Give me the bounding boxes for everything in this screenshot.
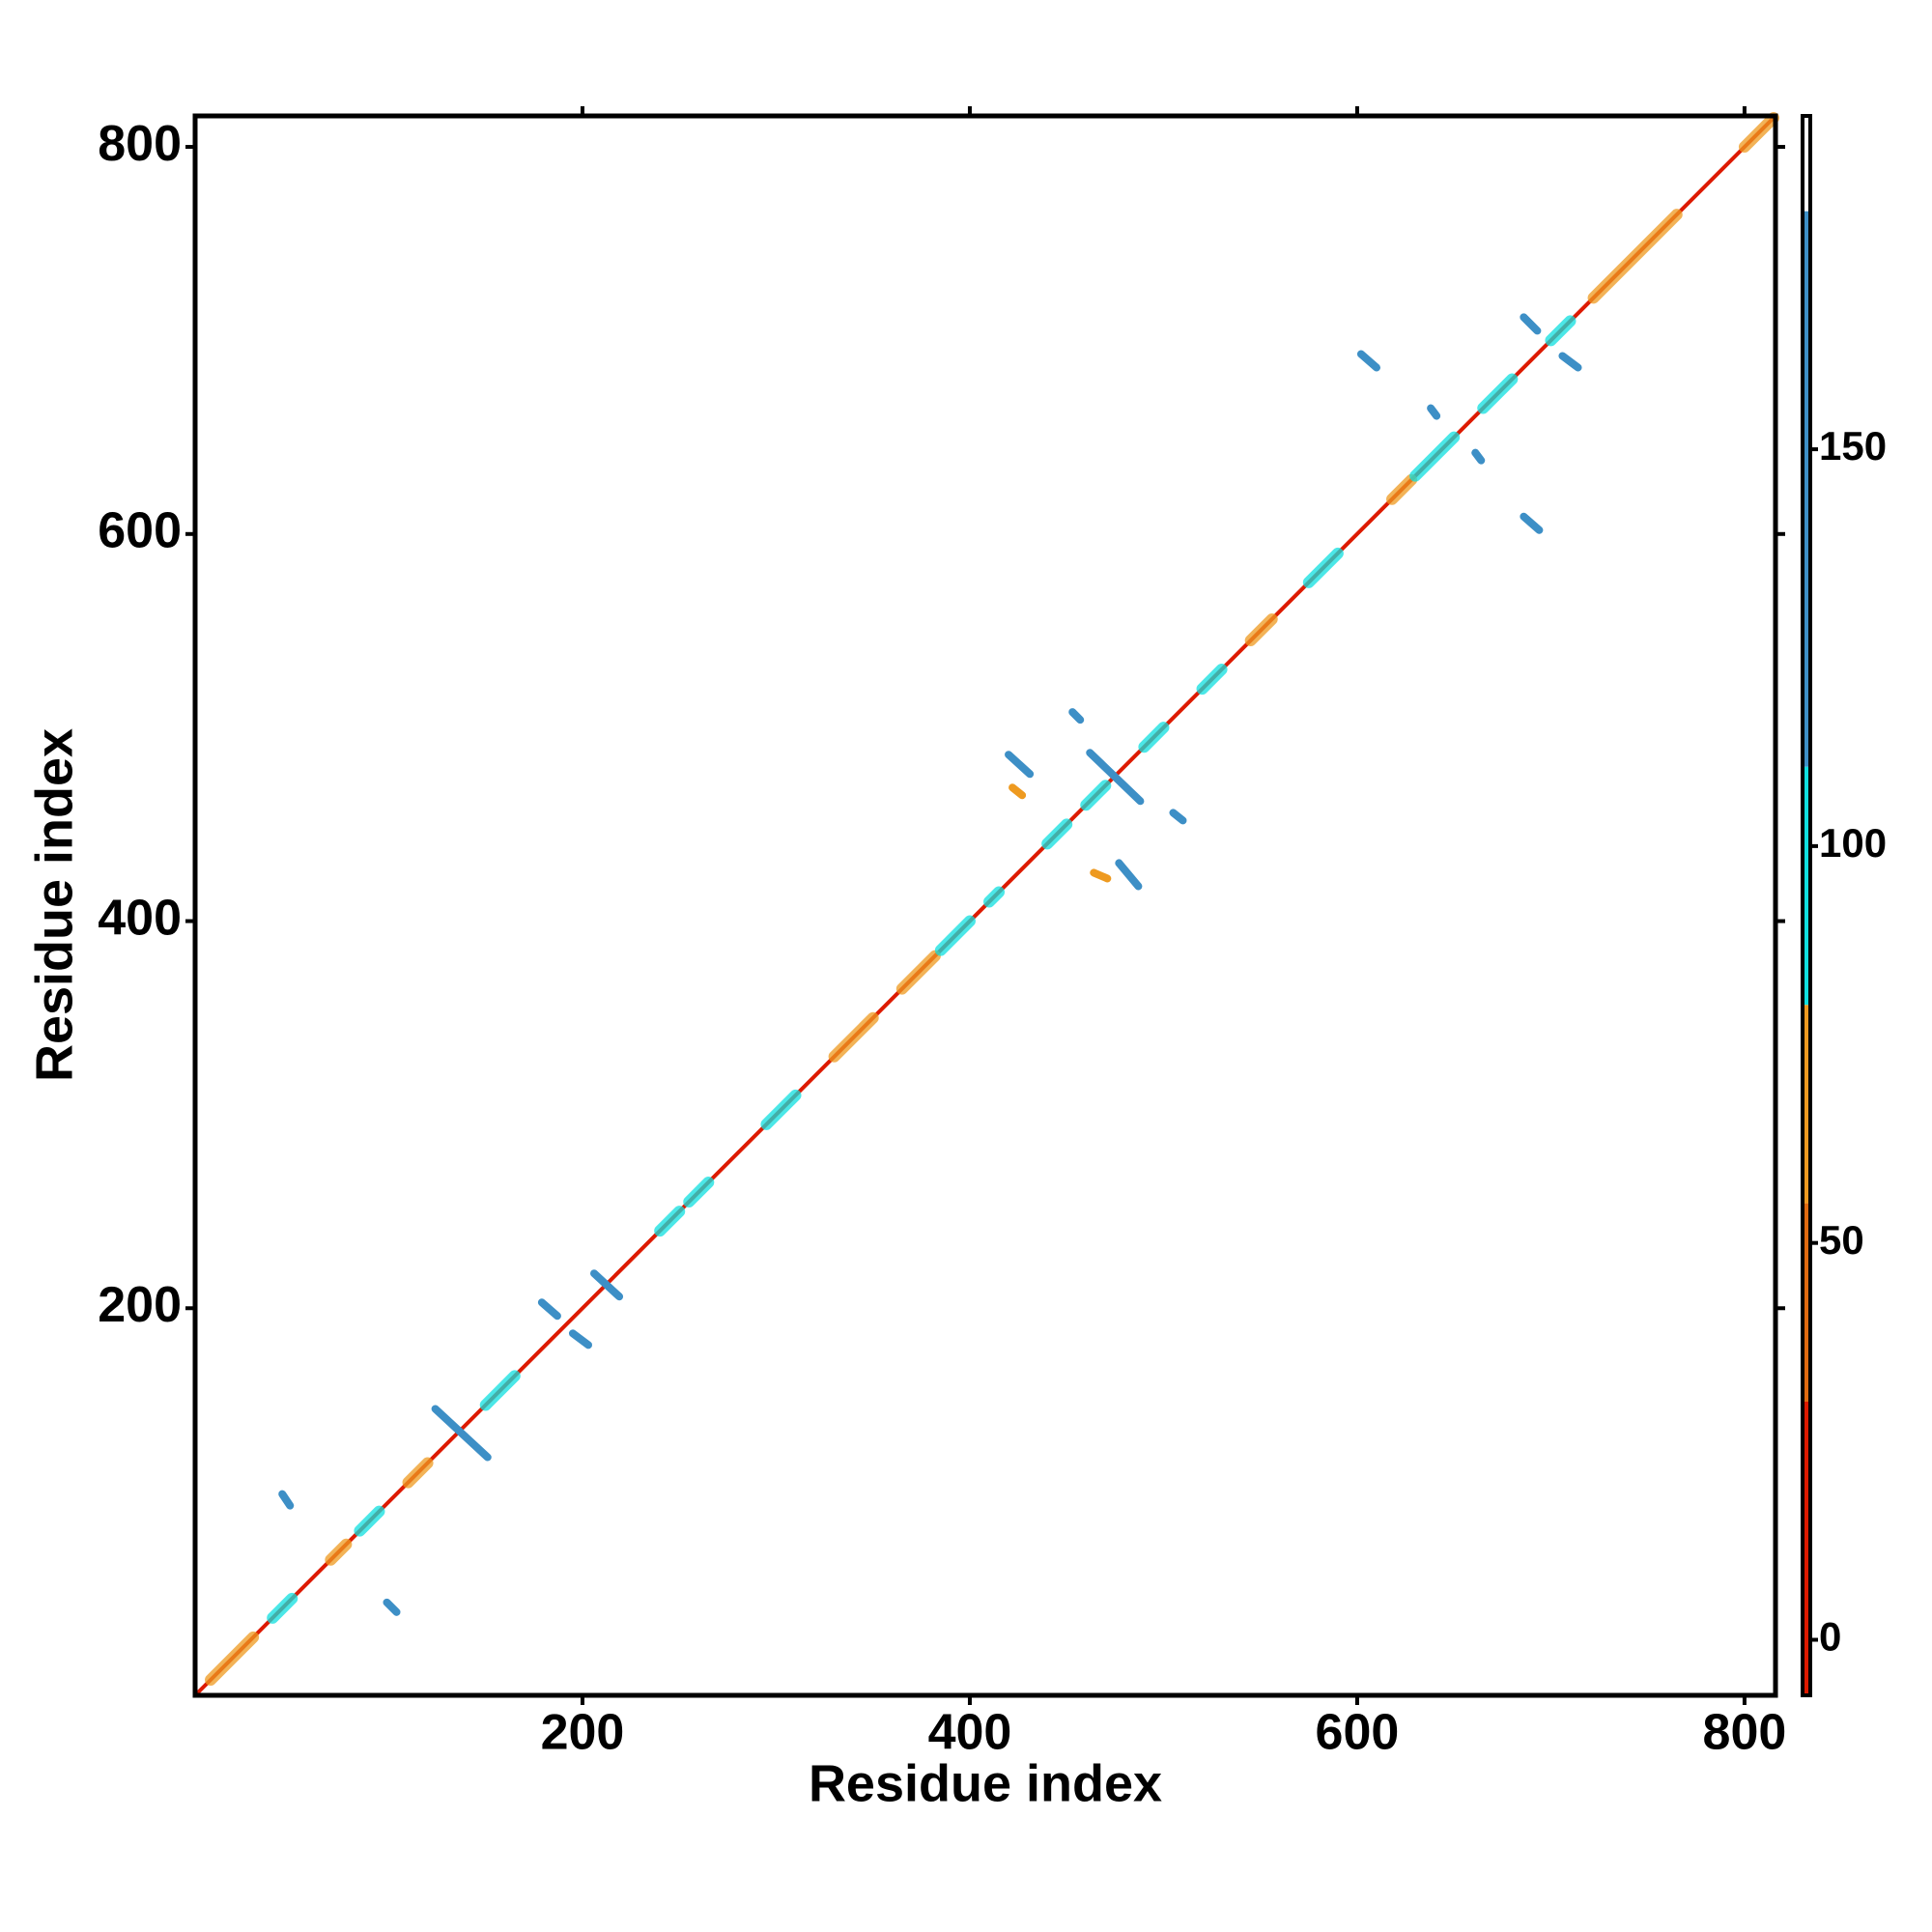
contact bbox=[1009, 783, 1027, 800]
contact bbox=[278, 1490, 295, 1510]
contact bbox=[431, 1405, 492, 1462]
y-tick-label: 600 bbox=[98, 503, 182, 559]
contact bbox=[1244, 612, 1278, 646]
x-tick-label: 600 bbox=[1316, 1705, 1400, 1761]
contact bbox=[479, 1370, 521, 1411]
colorbar-band bbox=[1803, 1402, 1810, 1695]
contact bbox=[1587, 209, 1683, 304]
colorbar-tick-label: 100 bbox=[1819, 820, 1887, 866]
colorbar-frame bbox=[1801, 114, 1812, 1697]
x-axis-title: Residue index bbox=[809, 1754, 1162, 1812]
contact bbox=[1196, 664, 1228, 696]
contact bbox=[1090, 868, 1112, 883]
contact bbox=[760, 1089, 802, 1130]
contact bbox=[828, 1011, 879, 1063]
contact bbox=[1545, 315, 1577, 347]
colorbar-band bbox=[1803, 116, 1810, 212]
contact bbox=[267, 1592, 298, 1624]
colorbar-band bbox=[1803, 766, 1810, 1006]
contact bbox=[568, 1329, 592, 1350]
contact bbox=[1558, 352, 1582, 372]
contact bbox=[1086, 749, 1145, 806]
contact bbox=[1068, 708, 1085, 724]
contact bbox=[1520, 512, 1544, 534]
contact bbox=[1356, 350, 1380, 372]
contact bbox=[1477, 373, 1519, 414]
contact bbox=[683, 1177, 715, 1208]
contact bbox=[1738, 112, 1779, 154]
contact bbox=[590, 1269, 624, 1301]
contact bbox=[1115, 859, 1143, 891]
contact bbox=[402, 1457, 434, 1489]
contact bbox=[205, 1631, 260, 1686]
x-tick-label: 200 bbox=[541, 1705, 625, 1761]
contact bbox=[1302, 547, 1344, 588]
contact bbox=[1520, 313, 1542, 335]
contact bbox=[1080, 780, 1112, 811]
contact bbox=[1409, 431, 1461, 482]
contact bbox=[537, 1298, 561, 1321]
colorbar-band bbox=[1803, 1203, 1810, 1403]
colorbar-band bbox=[1803, 211, 1810, 767]
y-axis-title: Residue index bbox=[25, 728, 83, 1082]
y-tick-label: 200 bbox=[98, 1277, 182, 1333]
contact bbox=[895, 950, 941, 995]
contact bbox=[1427, 404, 1441, 420]
y-tick-label: 400 bbox=[98, 890, 182, 946]
colorbar-band bbox=[1803, 1005, 1810, 1204]
contact bbox=[1169, 809, 1187, 825]
contact bbox=[1005, 751, 1035, 779]
y-tick-label: 800 bbox=[98, 116, 182, 172]
contact bbox=[354, 1505, 385, 1537]
colorbar-tick-label: 0 bbox=[1819, 1614, 1841, 1660]
x-tick-label: 400 bbox=[928, 1705, 1012, 1761]
colorbar-tick-label: 150 bbox=[1819, 423, 1887, 469]
contact bbox=[983, 886, 1006, 908]
contact bbox=[1041, 818, 1073, 850]
contact bbox=[1471, 448, 1486, 465]
colorbar-tick-label: 50 bbox=[1819, 1217, 1864, 1263]
plot-frame bbox=[192, 113, 1778, 1698]
contact bbox=[934, 915, 976, 956]
contact bbox=[383, 1598, 401, 1616]
contact bbox=[325, 1538, 353, 1566]
contact bbox=[654, 1206, 686, 1237]
contact bbox=[1386, 473, 1418, 505]
contact bbox=[1138, 722, 1170, 753]
x-tick-label: 800 bbox=[1703, 1705, 1787, 1761]
